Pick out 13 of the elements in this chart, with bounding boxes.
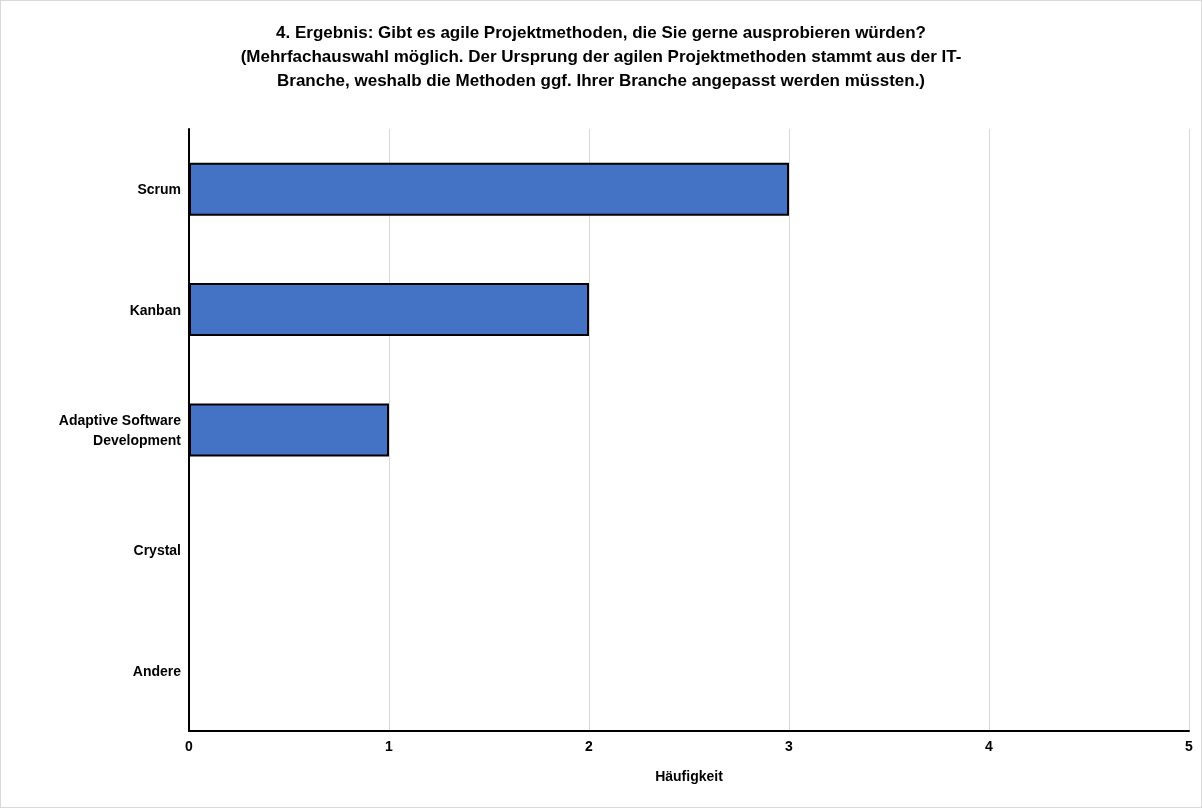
x-tick-label: 5 xyxy=(1185,738,1194,754)
y-tick-label: Scrum xyxy=(137,181,181,198)
x-axis-title: Häufigkeit xyxy=(655,768,724,784)
y-tick-label: Crystal xyxy=(133,542,181,559)
y-tick-label: Andere xyxy=(132,662,182,679)
x-tick-label: 4 xyxy=(985,738,994,754)
chart-title: 4. Ergebnis: Gibt es agile Projektmethoden, die Sie gerne ausprobieren würden? (Mehrfachauswahl möglich. Der Ursprung der agilen Projektmethoden stammt aus der IT- Branche, weshalb die Methoden ggf. Ihrer Branche angepasst werden müssten.) xyxy=(240,22,962,90)
y-tick-label: Kanban xyxy=(129,301,181,318)
x-tick-label: 1 xyxy=(385,738,394,754)
x-tick-label: 3 xyxy=(785,738,794,754)
x-tick-label: 2 xyxy=(585,738,594,754)
y-tick-label: Adaptive Software Development xyxy=(58,412,182,448)
x-tick-label: 0 xyxy=(185,738,194,754)
